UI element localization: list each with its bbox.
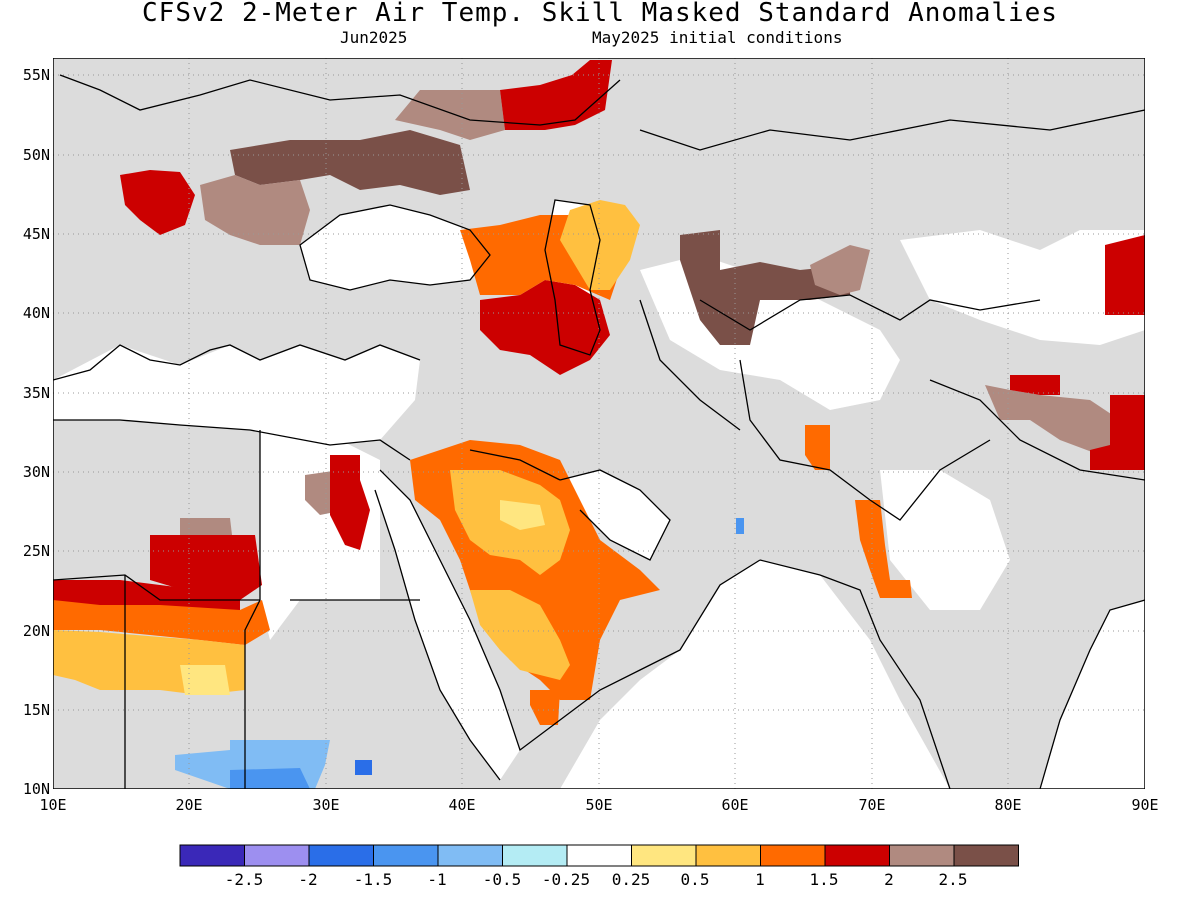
colorbar-label: -0.25 xyxy=(541,870,591,889)
colorbar-swatch xyxy=(437,844,503,867)
colorbar xyxy=(179,844,1019,867)
lon-label: 50E xyxy=(585,796,613,814)
anomaly-kazakh-yellow xyxy=(560,200,640,290)
anomaly-balkans-red xyxy=(120,170,195,235)
colorbar-swatch xyxy=(373,844,439,867)
anomaly-arabia-south-yellow xyxy=(470,590,570,680)
anomaly-egypt-red xyxy=(330,455,370,550)
anomaly-turkmen-brown xyxy=(680,230,850,345)
anomaly-east-tibet-red xyxy=(1090,395,1145,470)
lat-label: 55N xyxy=(22,66,50,84)
colorbar-swatch xyxy=(695,844,761,867)
himalaya-white xyxy=(900,230,1145,345)
colorbar-label: 1.5 xyxy=(809,870,839,889)
anomaly-china-red xyxy=(1105,235,1145,315)
lon-label: 40E xyxy=(448,796,476,814)
lat-label: 25N xyxy=(22,542,50,560)
valid-month-label: Jun2025 xyxy=(340,28,408,47)
anomaly-ethiopia-blue xyxy=(355,760,372,775)
lon-label: 90E xyxy=(1131,796,1159,814)
red-sea-region xyxy=(375,470,520,780)
lat-label: 20N xyxy=(22,622,50,640)
colorbar-label: -0.5 xyxy=(482,870,522,889)
anomaly-kazakh-light xyxy=(810,245,870,295)
colorbar-label: 0.25 xyxy=(611,870,651,889)
colorbar-swatch xyxy=(502,844,568,867)
lat-label: 50N xyxy=(22,146,50,164)
arabian-sea-indian-ocean xyxy=(560,560,950,789)
lon-label: 10E xyxy=(39,796,67,814)
mediterranean-sea xyxy=(53,345,420,445)
colorbar-swatch xyxy=(244,844,310,867)
lat-label: 10N xyxy=(22,780,50,798)
colorbar-label: -1 xyxy=(427,870,447,889)
map-title: CFSv2 2-Meter Air Temp. Skill Masked Sta… xyxy=(142,0,1058,28)
bay-of-bengal xyxy=(1040,600,1145,789)
colorbar-swatch xyxy=(760,844,826,867)
anomaly-arabia-pale-yellow xyxy=(500,500,545,530)
lon-label: 20E xyxy=(175,796,203,814)
colorbar-swatch xyxy=(179,844,245,867)
colorbar-swatch xyxy=(824,844,890,867)
colorbar-label: 1 xyxy=(755,870,765,889)
lon-label: 60E xyxy=(721,796,749,814)
lat-label: 15N xyxy=(22,701,50,719)
initial-conditions-label: May2025 initial conditions xyxy=(592,28,843,47)
anomaly-yemen-orange xyxy=(530,690,560,725)
anomaly-iran-blue xyxy=(736,518,744,534)
anomaly-tibet-red xyxy=(1010,375,1060,395)
colorbar-label: 2.5 xyxy=(938,870,968,889)
colorbar-label: -2.5 xyxy=(224,870,264,889)
anomaly-tibet-light xyxy=(985,385,1145,455)
anomaly-sahara-light xyxy=(180,518,232,535)
colorbar-swatch xyxy=(308,844,374,867)
anomaly-sudan-blue xyxy=(230,768,310,789)
lon-label: 30E xyxy=(312,796,340,814)
anomaly-ukraine-light xyxy=(200,175,310,245)
map-gridlines xyxy=(53,58,1145,789)
colorbar-swatch xyxy=(631,844,697,867)
lon-label: 70E xyxy=(858,796,886,814)
colorbar-label: 2 xyxy=(884,870,894,889)
lat-label: 35N xyxy=(22,384,50,402)
colorbar-swatch xyxy=(889,844,955,867)
colorbar-swatch xyxy=(953,844,1019,867)
colorbar-label: -2 xyxy=(298,870,318,889)
lon-label: 80E xyxy=(994,796,1022,814)
colorbar-label: 0.5 xyxy=(680,870,710,889)
anomaly-ukraine-brown xyxy=(230,130,470,195)
anomaly-libya-pale-yellow xyxy=(180,665,230,695)
lat-label: 45N xyxy=(22,225,50,243)
black-sea xyxy=(300,205,490,290)
anomaly-afghanistan-orange xyxy=(805,425,830,470)
lat-label: 40N xyxy=(22,304,50,322)
lat-label: 30N xyxy=(22,463,50,481)
anomaly-saharan-orange-band xyxy=(53,600,270,645)
colorbar-label: -1.5 xyxy=(353,870,393,889)
map-plot-area xyxy=(53,58,1145,789)
coastlines-borders xyxy=(53,74,1145,789)
colorbar-swatch xyxy=(566,844,632,867)
anomaly-pakistan-orange xyxy=(855,500,912,598)
